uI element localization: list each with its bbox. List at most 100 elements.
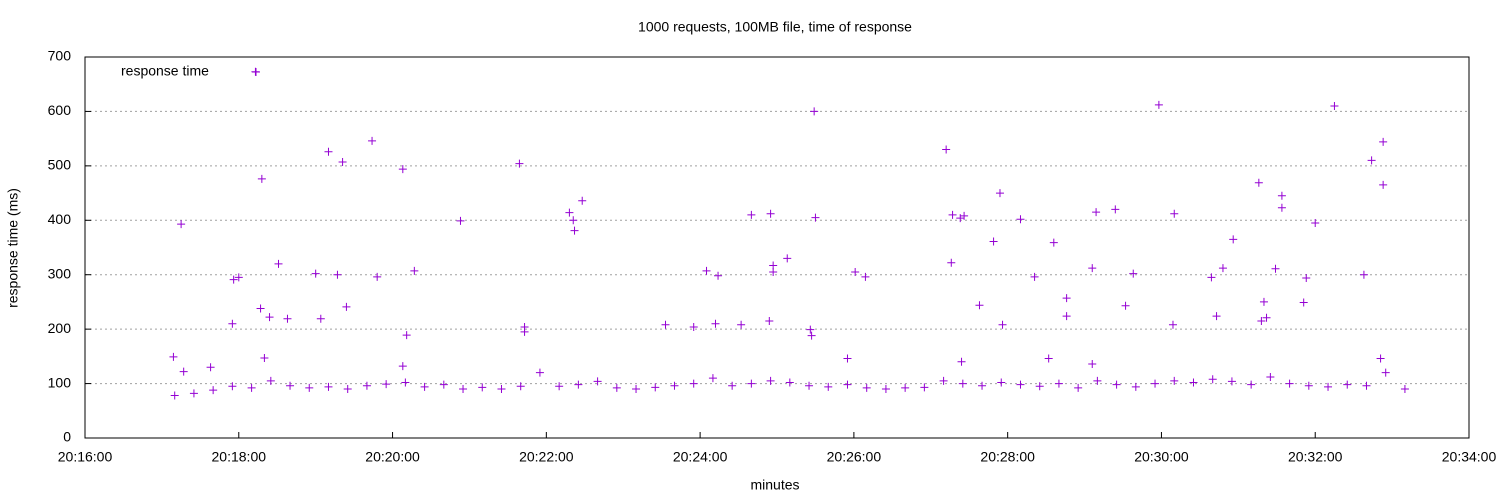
point [565,208,574,217]
point [520,327,529,336]
point [1112,380,1121,389]
point [997,378,1006,387]
point [1044,354,1053,363]
point [939,376,948,385]
point [1359,270,1368,279]
point [1062,312,1071,321]
point [881,385,890,394]
point [843,354,852,363]
point [810,107,819,116]
point [1151,379,1160,388]
point [1330,101,1339,110]
point [851,267,860,276]
point [670,381,679,390]
point [535,368,544,377]
point [401,378,410,387]
point [286,381,295,390]
point [1277,203,1286,212]
point [1247,380,1256,389]
point [555,382,564,391]
point [189,389,198,398]
point [1254,178,1263,187]
point [806,325,815,334]
point [651,383,660,392]
x-tick-label: 20:32:00 [1288,449,1343,465]
point [1207,273,1216,282]
point [1277,191,1286,200]
point [398,362,407,371]
point [342,302,351,311]
point [785,378,794,387]
point [1400,385,1409,394]
point [570,226,579,235]
point [382,380,391,389]
y-tick-label: 200 [48,320,72,336]
point [1381,368,1390,377]
point [1367,156,1376,165]
point [956,214,965,223]
point [234,273,243,282]
y-tick-label: 100 [48,374,72,390]
point [265,313,274,322]
point [1189,378,1198,387]
point [1170,376,1179,385]
point [960,211,969,220]
y-axis-label: response time (ms) [5,188,21,308]
point [1262,313,1271,322]
point [266,376,275,385]
point [728,381,737,390]
point [1212,312,1221,321]
point [228,382,237,391]
point [920,383,929,392]
point [247,383,256,392]
point [824,382,833,391]
point [206,363,215,372]
point [324,382,333,391]
point [1257,316,1266,325]
point [1030,272,1039,281]
point [805,381,814,390]
x-tick-label: 20:28:00 [980,449,1035,465]
point [766,376,775,385]
x-tick-label: 20:20:00 [365,449,420,465]
y-tick-label: 0 [63,429,71,445]
point [257,174,266,183]
point [316,314,325,323]
point [975,301,984,310]
x-tick-label: 20:16:00 [58,449,113,465]
point [708,374,717,383]
point [368,136,377,145]
point [439,380,448,389]
point [593,377,602,386]
point [478,383,487,392]
point [947,258,956,267]
point [1093,376,1102,385]
point [305,383,314,392]
point [1218,264,1227,273]
point [1092,208,1101,217]
point [769,267,778,276]
point [516,382,525,391]
x-axis-label: minutes [750,477,799,493]
plot-frame [84,56,1470,439]
point [689,322,698,331]
point [766,209,775,218]
point [714,271,723,280]
point [1062,294,1071,303]
point [410,266,419,275]
point [1299,298,1308,307]
point [807,331,816,340]
point [402,331,411,340]
point [497,385,506,394]
point [747,210,756,219]
point [256,304,265,313]
point [260,353,269,362]
point [179,367,188,376]
point [1266,373,1275,382]
point [274,259,283,268]
point [515,159,524,168]
point [1168,320,1177,329]
point [1343,380,1352,389]
y-tick-label: 700 [48,48,72,64]
